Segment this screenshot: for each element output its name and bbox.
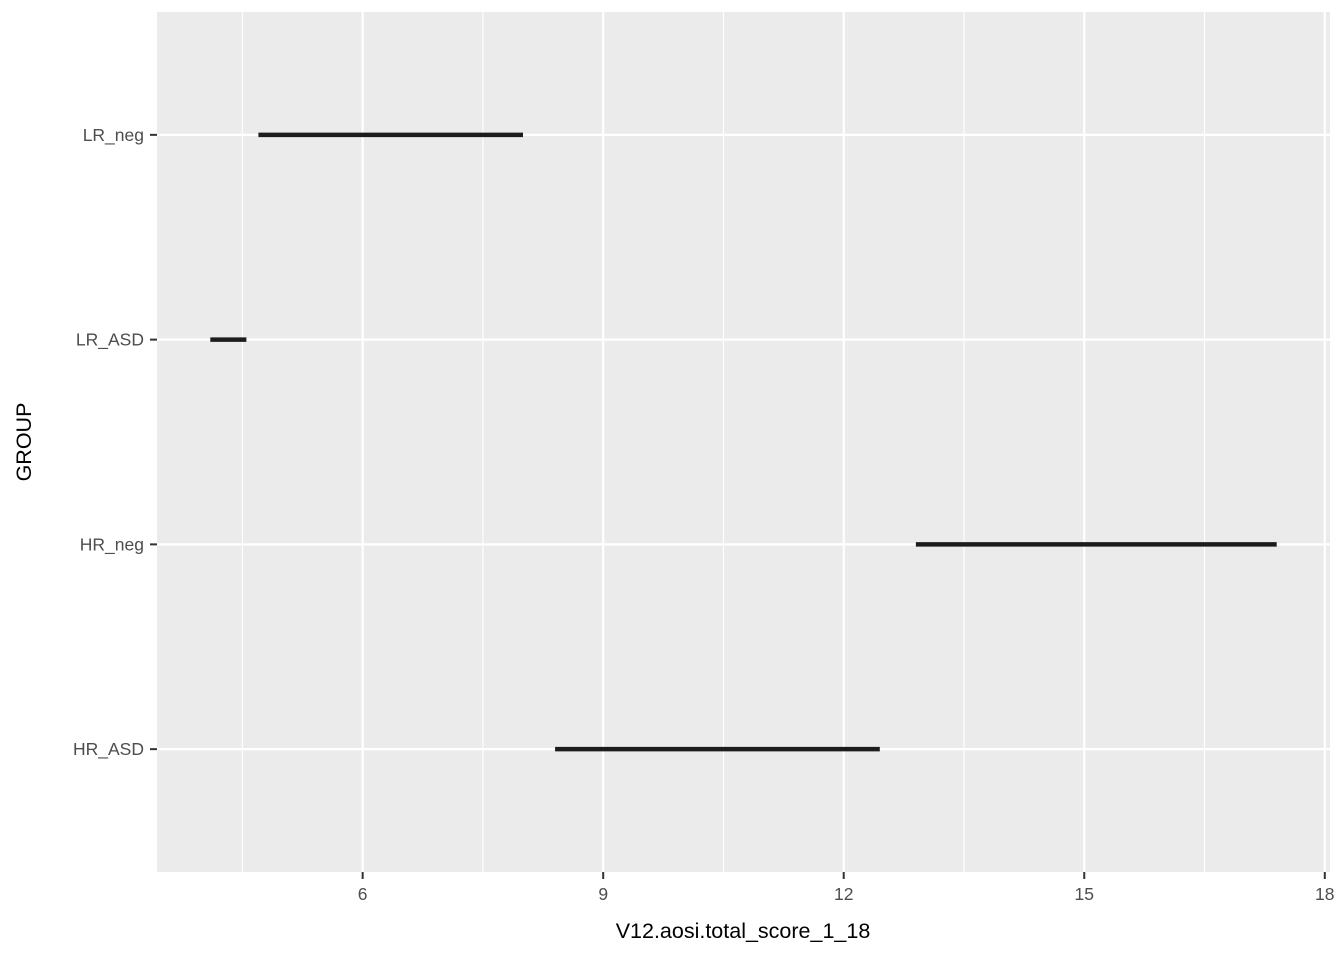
x-tick-label: 15 (1075, 884, 1094, 904)
y-axis-title: GROUP (12, 403, 36, 482)
x-tick-label: 12 (834, 884, 853, 904)
minor-gridlines (241, 12, 1206, 872)
plot-panel (157, 12, 1330, 872)
axis-tick-labels: 6 9 12 15 18 LR_neg LR_ASD HR_neg HR_ASD (73, 125, 1335, 904)
y-tick-label: LR_neg (83, 125, 144, 146)
y-tick-label: HR_neg (80, 534, 144, 555)
x-axis-title: V12.aosi.total_score_1_18 (616, 919, 871, 943)
segments-layer (210, 132, 1277, 752)
y-tick-label: HR_ASD (73, 739, 144, 760)
y-tick-label: LR_ASD (76, 330, 144, 351)
axis-ticks (150, 133, 1326, 879)
x-tick-label: 9 (598, 884, 608, 904)
x-tick-label: 18 (1315, 884, 1334, 904)
x-tick-label: 6 (358, 884, 368, 904)
